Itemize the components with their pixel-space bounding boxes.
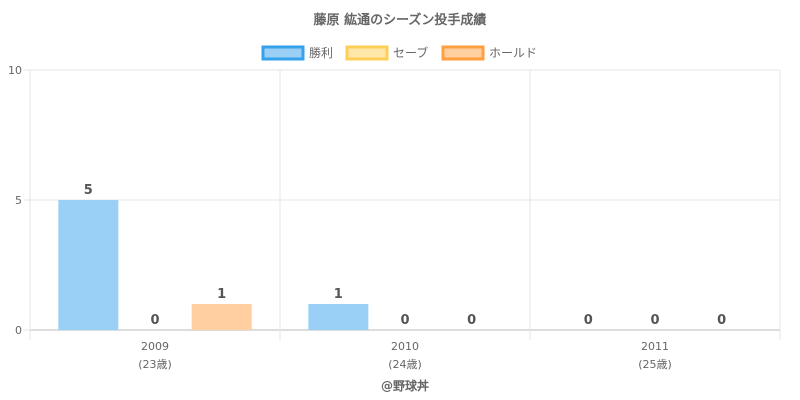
legend-label: 勝利 (309, 45, 333, 60)
data-label: 0 (150, 313, 159, 328)
data-label: 1 (217, 287, 226, 302)
chart-title: 藤原 紘通のシーズン投手成績 (314, 12, 487, 28)
x-tick-sublabel: (25歳) (638, 358, 672, 371)
legend-swatch (345, 45, 389, 61)
data-label: 5 (84, 183, 93, 198)
legend-item[interactable]: セーブ (345, 45, 428, 61)
legend-label: ホールド (489, 46, 537, 60)
grid (29, 69, 781, 340)
data-label: 0 (467, 313, 476, 328)
legend-item[interactable]: 勝利 (261, 45, 333, 61)
x-tick-sublabel: (24歳) (388, 358, 422, 371)
y-tick-label: 5 (15, 194, 22, 207)
data-label: 0 (717, 313, 726, 328)
bar (308, 304, 369, 330)
data-label: 0 (584, 313, 593, 328)
x-tick-label: 2010 (391, 340, 419, 353)
credit-label: @野球丼 (381, 378, 429, 393)
x-tick-label: 2009 (141, 340, 169, 353)
y-tick-label: 0 (15, 324, 22, 337)
legend: 勝利 セーブ ホールド (261, 45, 537, 61)
bar (58, 200, 119, 330)
bars: 5 1 0 0 0 0 1 0 0 (58, 183, 726, 330)
legend-item[interactable]: ホールド (441, 45, 537, 61)
data-label: 1 (334, 287, 343, 302)
bar (191, 304, 252, 330)
legend-swatch (261, 45, 305, 61)
legend-swatch (441, 45, 485, 61)
data-label: 0 (650, 313, 659, 328)
legend-label: セーブ (393, 45, 428, 60)
x-tick-sublabel: (23歳) (138, 358, 172, 371)
data-label: 0 (400, 313, 409, 328)
x-tick-label: 2011 (641, 340, 669, 353)
y-tick-label: 10 (8, 64, 22, 77)
